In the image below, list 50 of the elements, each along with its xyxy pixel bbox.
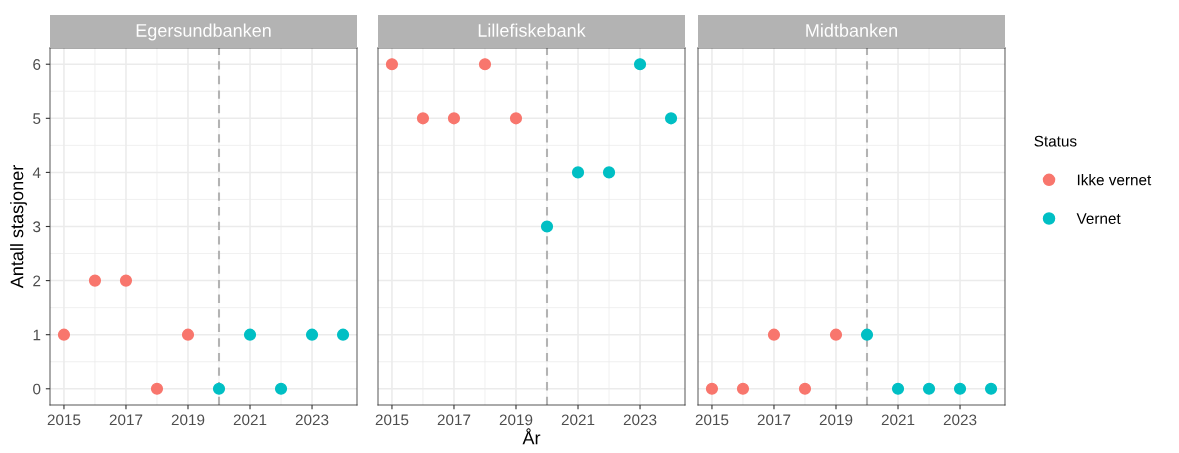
point <box>88 274 102 287</box>
legend-label: Vernet <box>1076 213 1121 224</box>
x-tick-label: 2019 <box>499 414 533 426</box>
legend-label: Ikke vernet <box>1077 174 1152 186</box>
point <box>243 328 257 341</box>
x-tick-label: 2021 <box>561 414 595 426</box>
x-tick-label: 2019 <box>819 414 853 426</box>
y-tick-label: 5 <box>33 113 41 124</box>
legend-title: Status <box>1034 135 1077 147</box>
x-tick-label: 2019 <box>171 414 205 426</box>
chart-title: Midtbanken <box>806 23 897 37</box>
x-tick-label: 2023 <box>295 414 329 426</box>
x-tick-label: 2015 <box>695 414 729 426</box>
x-tick-label: 2023 <box>943 414 977 426</box>
point <box>571 166 585 179</box>
x-tick-label: 2015 <box>47 414 81 426</box>
point <box>416 112 430 125</box>
point <box>274 382 288 395</box>
x-tick-label: 2017 <box>437 414 471 426</box>
chart-title: Lillefiskebank <box>478 23 586 37</box>
point <box>336 328 350 341</box>
point <box>119 274 133 287</box>
y-axis-title: Antall stasjoner <box>10 165 27 289</box>
point <box>664 112 678 125</box>
y-tick-label: 4 <box>32 167 41 178</box>
chart-title: Egersundbanken <box>136 23 271 41</box>
point <box>57 328 71 341</box>
point <box>385 58 399 71</box>
x-tick-label: 2017 <box>109 414 143 426</box>
x-tick-label: 2021 <box>233 414 267 426</box>
y-tick-label: 6 <box>33 59 41 70</box>
point <box>602 166 616 179</box>
x-axis-title: År <box>522 428 541 445</box>
point <box>447 112 461 125</box>
point <box>305 328 319 341</box>
y-tick-label: 3 <box>33 221 41 233</box>
y-tick-label: 2 <box>33 275 41 287</box>
x-tick-label: 2021 <box>881 414 915 426</box>
y-tick-label: 0 <box>33 383 41 395</box>
point <box>150 382 164 395</box>
point <box>212 382 226 395</box>
point <box>633 58 647 71</box>
point <box>540 220 554 233</box>
y-tick-label: 1 <box>33 329 41 341</box>
point <box>478 58 492 71</box>
point <box>181 328 195 341</box>
x-tick-label: 2023 <box>623 414 657 426</box>
point <box>509 112 523 125</box>
x-tick-label: 2015 <box>375 414 409 426</box>
x-tick-label: 2017 <box>757 414 791 426</box>
